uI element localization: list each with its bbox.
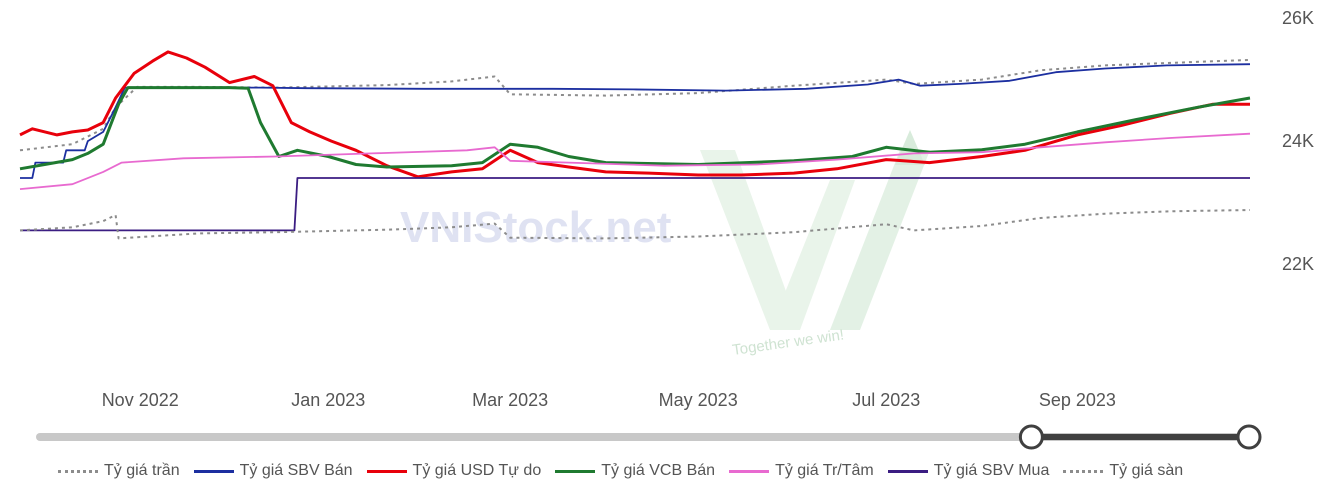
range-slider-end-handle[interactable]	[1236, 424, 1262, 450]
legend-swatch	[193, 469, 234, 473]
legend-item[interactable]: Tỷ giá sàn	[1063, 462, 1183, 480]
y-axis: 22K 24K 26K	[1282, 8, 1314, 274]
series-6-line	[19, 209, 1251, 240]
x-tick-label: Jan 2023	[291, 390, 365, 410]
legend: Tỷ giá trần Tỷ giá SBV Bán Tỷ giá USD Tự d…	[58, 459, 1197, 483]
legend-item[interactable]: Tỷ giá USD Tự do	[366, 462, 542, 480]
legend-item[interactable]: Tỷ giá SBV Mua	[887, 462, 1050, 480]
range-slider-start-handle[interactable]	[1018, 424, 1044, 450]
legend-label: Tỷ giá trần	[104, 462, 180, 479]
watermark-tagline: Together we win!	[731, 326, 845, 359]
legend-label: Tỷ giá Tr/Tâm	[775, 462, 874, 479]
legend-label: Tỷ giá SBV Mua	[933, 462, 1050, 479]
series-3-line	[19, 86, 1251, 171]
legend-item[interactable]: Tỷ giá Tr/Tâm	[729, 462, 874, 480]
legend-swatch	[1063, 469, 1104, 473]
series-2-line	[19, 50, 1250, 179]
series-1-line	[20, 63, 1251, 179]
legend-label: Tỷ giá sàn	[1109, 462, 1184, 479]
x-tick-label: Jul 2023	[852, 390, 920, 410]
series-0-line	[19, 58, 1251, 152]
legend-label: Tỷ giá USD Tự do	[412, 462, 542, 479]
watermark: VNIStock.net Together we win!	[400, 130, 930, 359]
x-tick-label: Sep 2023	[1039, 390, 1116, 410]
legend-label: Tỷ giá VCB Bán	[601, 462, 716, 479]
legend-swatch	[58, 469, 98, 473]
x-axis: Nov 2022 Jan 2023 Mar 2023 May 2023 Jul 2023…	[102, 390, 1116, 410]
x-tick-label: Nov 2022	[102, 390, 179, 410]
legend-item[interactable]: Tỷ giá VCB Bán	[555, 462, 715, 480]
series-4-line	[19, 132, 1251, 190]
series-layer	[19, 50, 1251, 240]
x-tick-label: May 2023	[659, 390, 738, 410]
legend-swatch	[729, 469, 770, 473]
range-slider[interactable]	[36, 424, 1262, 450]
legend-item[interactable]: Tỷ giá trần	[58, 462, 180, 480]
x-tick-label: Mar 2023	[472, 390, 548, 410]
legend-swatch	[887, 469, 928, 473]
legend-label: Tỷ giá SBV Bán	[239, 462, 353, 479]
legend-swatch	[555, 469, 596, 473]
series-5-line	[20, 177, 1250, 232]
y-tick-label: 24K	[1282, 131, 1314, 151]
legend-swatch	[366, 469, 407, 473]
y-tick-label: 22K	[1282, 254, 1314, 274]
legend-item[interactable]: Tỷ giá SBV Bán	[193, 462, 353, 480]
watermark-logo-icon	[700, 130, 930, 330]
y-tick-label: 26K	[1282, 8, 1314, 28]
